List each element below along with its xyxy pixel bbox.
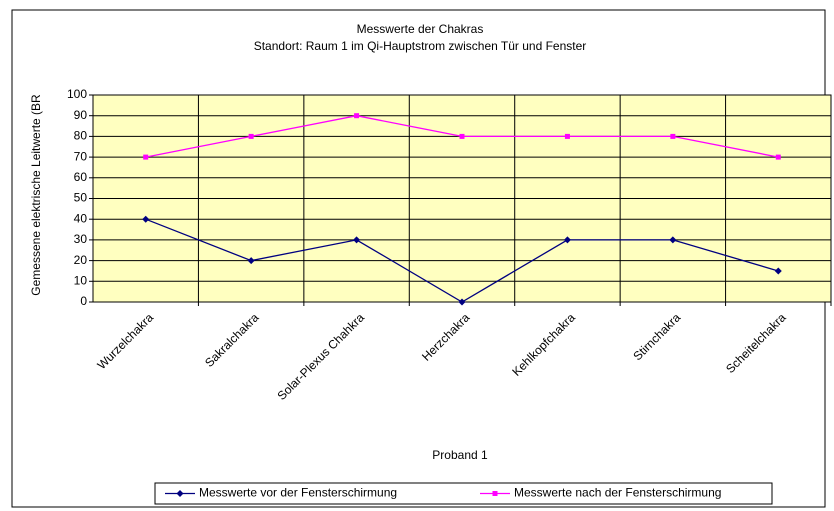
legend-label: Messwerte vor der Fensterschirmung: [199, 486, 397, 500]
point: [669, 236, 677, 244]
legend-box: [154, 482, 773, 505]
point: [353, 236, 361, 244]
point: [142, 215, 150, 223]
chart-subtitle: Standort: Raum 1 im Qi-Hauptstrom zwisch…: [254, 39, 587, 53]
legend-marker: [492, 491, 498, 496]
y-tick-label: 90: [74, 108, 88, 122]
point: [458, 298, 466, 306]
chart-title: Messwerte der Chakras: [357, 22, 484, 36]
point: [354, 113, 360, 119]
point: [143, 154, 149, 160]
y-tick-label: 70: [74, 149, 88, 163]
point: [459, 133, 465, 139]
y-tick-label: 100: [67, 87, 87, 101]
y-tick-label: 50: [74, 191, 88, 205]
x-axis-label: Proband 1: [432, 448, 488, 462]
point: [248, 133, 254, 139]
y-tick-label: 20: [74, 253, 88, 267]
y-tick-label: 60: [74, 170, 88, 184]
point: [247, 257, 255, 265]
legend-label: Messwerte nach der Fensterschirmung: [514, 486, 721, 500]
y-tick-label: 40: [74, 211, 88, 225]
point: [775, 154, 781, 160]
y-tick-label: 10: [74, 273, 88, 287]
point: [563, 236, 571, 244]
legend-marker: [176, 490, 184, 497]
y-tick-label: 80: [74, 129, 88, 143]
y-tick-label: 0: [80, 294, 87, 308]
point: [564, 133, 570, 139]
point: [670, 133, 676, 139]
y-tick-label: 30: [74, 232, 88, 246]
y-axis-label: Gemessene elektrische Leitwerte (BR: [29, 94, 43, 296]
point: [774, 267, 782, 275]
